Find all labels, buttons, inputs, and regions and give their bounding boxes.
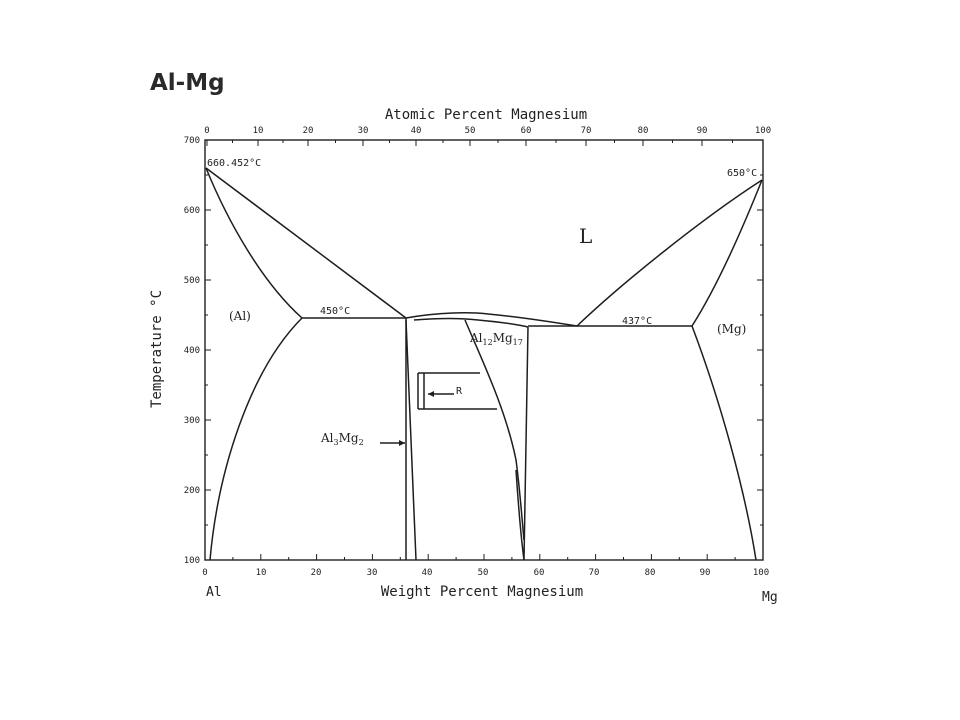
top-axis-ticks: 0 10 20 30 40 50 60 70 80 90 100 (204, 126, 771, 136)
bottom-tick-label: 50 (478, 568, 489, 578)
annotation-arrows (380, 391, 454, 446)
y-axis-ticks: 700 600 500 400 300 200 100 (184, 136, 200, 566)
y-tick-label: 700 (184, 136, 200, 146)
al12mg17-al: Al (469, 331, 483, 345)
y-axis-title: Temperature °C (149, 290, 165, 408)
top-tick-label: 0 (204, 126, 209, 136)
y-tick-label: 600 (184, 206, 200, 216)
y-tick-label: 300 (184, 416, 200, 426)
solvus-al-line (209, 317, 303, 561)
bottom-tick-label: 10 (256, 568, 267, 578)
al12mg17-mg: Mg (493, 331, 513, 345)
al12mg17-top-line (413, 317, 529, 328)
top-axis-title: Atomic Percent Magnesium (385, 107, 587, 123)
al-phase-label: (Al) (229, 309, 251, 323)
liquidus-right-line (576, 179, 763, 327)
top-tick-label: 60 (521, 126, 532, 136)
liquid-label: L (579, 224, 592, 248)
al3mg2-sub2: 2 (359, 438, 364, 447)
al12mg17-lower-solvus (515, 469, 525, 561)
al3mg2-al: Al (320, 431, 334, 445)
bottom-tick-label: 0 (202, 568, 207, 578)
al-melt-label: 660.452°C (207, 158, 261, 169)
y-tick-label: 200 (184, 486, 200, 496)
solvus-mg-line (691, 325, 757, 561)
top-tick-label: 80 (638, 126, 649, 136)
solidus-al-line (205, 167, 303, 319)
top-tick-label: 100 (755, 126, 771, 136)
bottom-tick-label: 60 (534, 568, 545, 578)
eutectic-left-label: 450°C (320, 306, 350, 317)
diagram-title: Al-Mg (150, 70, 225, 96)
bottom-tick-label: 90 (700, 568, 711, 578)
al3mg2-label: Al3Mg2 (320, 431, 364, 447)
bottom-tick-label: 100 (753, 568, 769, 578)
bottom-tick-label: 30 (367, 568, 378, 578)
al12mg17-label: Al12Mg17 (469, 331, 523, 347)
tick-marks (204, 139, 764, 561)
al-end-label: Al (206, 585, 222, 600)
top-tick-label: 50 (465, 126, 476, 136)
bottom-tick-label: 70 (589, 568, 600, 578)
mg-end-label: Mg (762, 590, 778, 605)
top-tick-label: 90 (697, 126, 708, 136)
al12mg17-left-solvus (464, 319, 525, 541)
top-tick-label: 10 (253, 126, 264, 136)
top-tick-label: 40 (411, 126, 422, 136)
bottom-tick-label: 80 (645, 568, 656, 578)
y-tick-label: 100 (184, 556, 200, 566)
phase-boundaries (205, 167, 763, 561)
solidus-mg-line (691, 179, 763, 327)
al3mg2-sub1: 3 (334, 438, 339, 447)
liquidus-dome-line (405, 312, 578, 327)
top-tick-label: 20 (303, 126, 314, 136)
mg-phase-label: (Mg) (717, 322, 746, 336)
r-arrow-head (428, 391, 434, 397)
eutectic-right-label: 437°C (622, 316, 652, 327)
top-tick-label: 30 (358, 126, 369, 136)
al3mg2-right-line (405, 319, 417, 561)
al3mg2-arrow-head (399, 440, 405, 446)
bottom-tick-label: 20 (311, 568, 322, 578)
plot-frame (204, 139, 764, 561)
liquidus-left-line (205, 167, 407, 319)
r-phase-label: R (456, 386, 463, 397)
top-tick-label: 70 (581, 126, 592, 136)
al12mg17-right-boundary (523, 326, 529, 561)
mg-melt-label: 650°C (727, 168, 757, 179)
al12mg17-sub1: 12 (483, 338, 493, 347)
y-tick-label: 500 (184, 276, 200, 286)
al12mg17-sub2: 17 (513, 338, 523, 347)
al3mg2-mg: Mg (339, 431, 359, 445)
bottom-tick-label: 40 (422, 568, 433, 578)
bottom-axis-title: Weight Percent Magnesium (381, 584, 583, 600)
y-tick-label: 400 (184, 346, 200, 356)
bottom-axis-ticks: 0 10 20 30 40 50 60 70 80 90 100 (202, 568, 769, 578)
